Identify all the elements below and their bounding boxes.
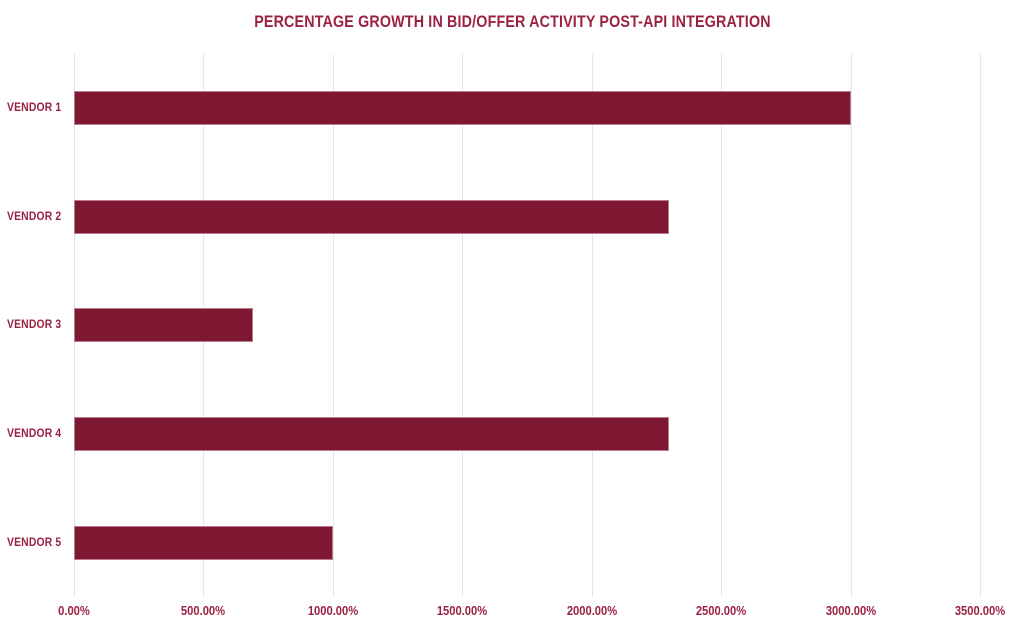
category-axis: VENDOR 1 VENDOR 2 VENDOR 3 VENDOR 4 VENDOR 5 — [0, 54, 74, 597]
category-label: VENDOR 3 — [7, 271, 74, 380]
bar-row — [74, 488, 1010, 597]
category-label: VENDOR 4 — [7, 380, 74, 489]
vertical-gridline — [721, 54, 723, 597]
bar-vendor-1 — [74, 91, 851, 126]
category-label-text: VENDOR 5 — [7, 536, 62, 549]
category-label-text: VENDOR 2 — [7, 210, 62, 223]
bar-vendor-3 — [74, 308, 253, 343]
x-tick-label: 1000.00% — [307, 603, 359, 618]
category-label: VENDOR 2 — [7, 163, 74, 272]
bar-row — [74, 163, 1010, 272]
vertical-gridline — [980, 54, 981, 597]
category-label-text: VENDOR 4 — [7, 428, 62, 441]
x-tick-label: 500.00% — [181, 603, 226, 618]
x-tick-label: 1500.00% — [437, 603, 488, 618]
value-axis: 0.00% 500.00% 1000.00% 1500.00% 2000.00% 2500… — [0, 603, 1024, 627]
bar-vendor-2 — [74, 199, 670, 234]
bar-vendor-5 — [74, 525, 333, 560]
bar-row — [74, 54, 1010, 163]
x-tick-label: 2500.00% — [695, 603, 747, 618]
x-tick-label: 3000.00% — [825, 603, 876, 618]
bar-row — [74, 380, 1010, 489]
plot-area — [74, 54, 1010, 597]
vertical-gridline — [850, 54, 852, 597]
category-label-text: VENDOR 3 — [7, 319, 62, 332]
chart-title: PERCENTAGE GROWTH IN BID/OFFER ACTIVITY … — [253, 12, 771, 31]
bar-row — [74, 271, 1010, 380]
bar-vendor-4 — [74, 417, 670, 452]
vertical-gridline — [462, 54, 464, 597]
x-tick-label: 0.00% — [58, 603, 90, 618]
chart-title-wrap: PERCENTAGE GROWTH IN BID/OFFER ACTIVITY … — [0, 12, 1024, 32]
vertical-gridline — [332, 54, 334, 597]
x-tick-label: 3500.00% — [954, 603, 1006, 618]
category-label: VENDOR 5 — [7, 488, 74, 597]
vertical-gridline — [591, 54, 593, 597]
category-label-text: VENDOR 1 — [7, 102, 62, 115]
category-label: VENDOR 1 — [7, 54, 74, 163]
x-tick-label: 2000.00% — [566, 603, 617, 618]
